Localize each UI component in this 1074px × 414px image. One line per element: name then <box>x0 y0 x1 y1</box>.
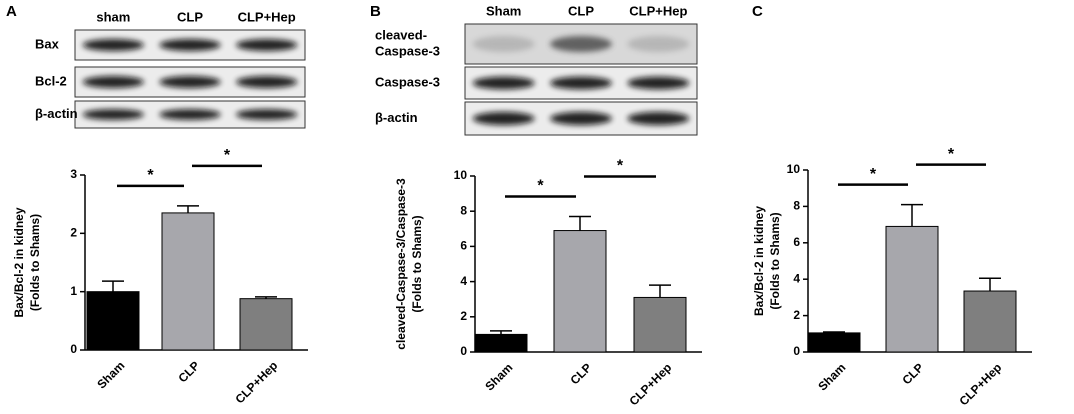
bar <box>963 290 1017 353</box>
lane-label: CLP <box>568 3 594 18</box>
blot-band <box>550 36 612 52</box>
blot-band <box>627 76 690 90</box>
bar <box>86 291 140 351</box>
y-tick-label: 10 <box>787 162 801 176</box>
row-label: Caspase-3 <box>375 43 440 58</box>
y-tick-label: 2 <box>793 308 800 322</box>
y-axis-label-line: (Folds to Shams) <box>28 214 42 311</box>
bar <box>553 230 607 353</box>
y-tick-label: 8 <box>793 199 800 213</box>
blot-band <box>627 36 690 52</box>
error-bar <box>649 284 671 298</box>
y-tick-label: 8 <box>460 203 467 217</box>
error-bar <box>490 330 512 335</box>
blot-band <box>82 39 144 51</box>
panel-label: C <box>752 3 763 20</box>
x-tick-label: CLP+Hep <box>627 360 675 408</box>
blot-band <box>82 109 144 120</box>
blot-band <box>550 76 612 90</box>
row-label: cleaved- <box>375 27 427 42</box>
bar <box>807 332 861 353</box>
blot-band <box>159 39 221 51</box>
error-bar <box>979 277 1001 292</box>
y-axis-label-line: Bax/Bcl-2 in kidney <box>752 206 766 316</box>
blot-band <box>472 76 535 90</box>
row-label: Bcl-2 <box>35 73 67 88</box>
significance-label: * <box>870 166 877 183</box>
blot-band <box>235 109 298 120</box>
error-bar <box>901 203 923 227</box>
blot-band <box>627 111 690 126</box>
error-bar <box>569 215 591 231</box>
y-tick-label: 0 <box>70 342 77 356</box>
lane-label: Sham <box>486 3 521 18</box>
y-axis-label-line: (Folds to Shams) <box>768 212 782 309</box>
significance-label: * <box>617 158 624 175</box>
y-tick-label: 2 <box>460 309 467 323</box>
blot-band <box>472 111 535 126</box>
significance-label: * <box>948 146 955 163</box>
blot-band <box>235 39 298 51</box>
y-tick-label: 4 <box>460 274 467 288</box>
x-tick-label: Sham <box>482 360 515 393</box>
error-bar <box>255 296 277 299</box>
y-tick-label: 6 <box>793 235 800 249</box>
y-axis-label: cleaved-Caspase-3/Caspase-3 (Folds to Sha… <box>394 178 424 350</box>
row-label: Bax <box>35 36 60 51</box>
y-tick-label: 0 <box>793 344 800 358</box>
y-tick-label: 2 <box>70 226 77 240</box>
x-tick-label: Sham <box>815 360 848 393</box>
y-tick-label: 6 <box>460 239 467 253</box>
significance-label: * <box>147 167 154 184</box>
lane-label: sham <box>96 9 130 24</box>
x-tick-label: CLP <box>175 358 202 385</box>
y-tick-label: 3 <box>70 167 77 181</box>
blot-band <box>472 36 535 52</box>
y-axis-label-line: (Folds to Shams) <box>410 215 424 312</box>
blot-band <box>159 109 221 120</box>
y-tick-label: 1 <box>70 284 77 298</box>
x-tick-label: Sham <box>94 358 127 391</box>
bar <box>885 225 939 353</box>
error-bar <box>177 205 199 213</box>
blot-band <box>159 76 221 88</box>
panel-label: B <box>370 3 381 20</box>
lane-label: CLP <box>177 9 203 24</box>
row-label: Caspase-3 <box>375 74 440 89</box>
x-tick-label: CLP <box>899 360 926 387</box>
lane-label: CLP+Hep <box>238 9 296 24</box>
bar <box>474 333 528 353</box>
x-tick-label: CLP+Hep <box>957 360 1005 408</box>
y-axis-label: Bax/Bcl-2 in kidney (Folds to Shams) <box>12 207 42 317</box>
bar <box>161 212 215 351</box>
error-bar <box>102 280 124 292</box>
blot-band <box>82 76 144 88</box>
y-axis-label-line: Bax/Bcl-2 in kidney <box>12 207 26 317</box>
x-tick-label: CLP+Hep <box>233 358 281 406</box>
y-tick-label: 10 <box>454 168 468 182</box>
bar <box>239 298 293 351</box>
significance-label: * <box>537 178 544 195</box>
panel-label: A <box>6 3 17 20</box>
blot-band <box>235 76 298 88</box>
row-label: β-actin <box>375 110 418 125</box>
y-tick-label: 4 <box>793 271 800 285</box>
error-bar <box>823 331 845 333</box>
y-axis-label: Bax/Bcl-2 in kidney (Folds to Shams) <box>752 206 782 316</box>
bar <box>633 296 687 353</box>
row-label: β-actin <box>35 106 78 121</box>
significance-label: * <box>224 147 231 164</box>
lane-label: CLP+Hep <box>629 3 687 18</box>
blot-band <box>550 111 612 126</box>
x-tick-label: CLP <box>567 360 594 387</box>
y-tick-label: 0 <box>460 344 467 358</box>
y-axis-label-line: cleaved-Caspase-3/Caspase-3 <box>394 178 408 350</box>
